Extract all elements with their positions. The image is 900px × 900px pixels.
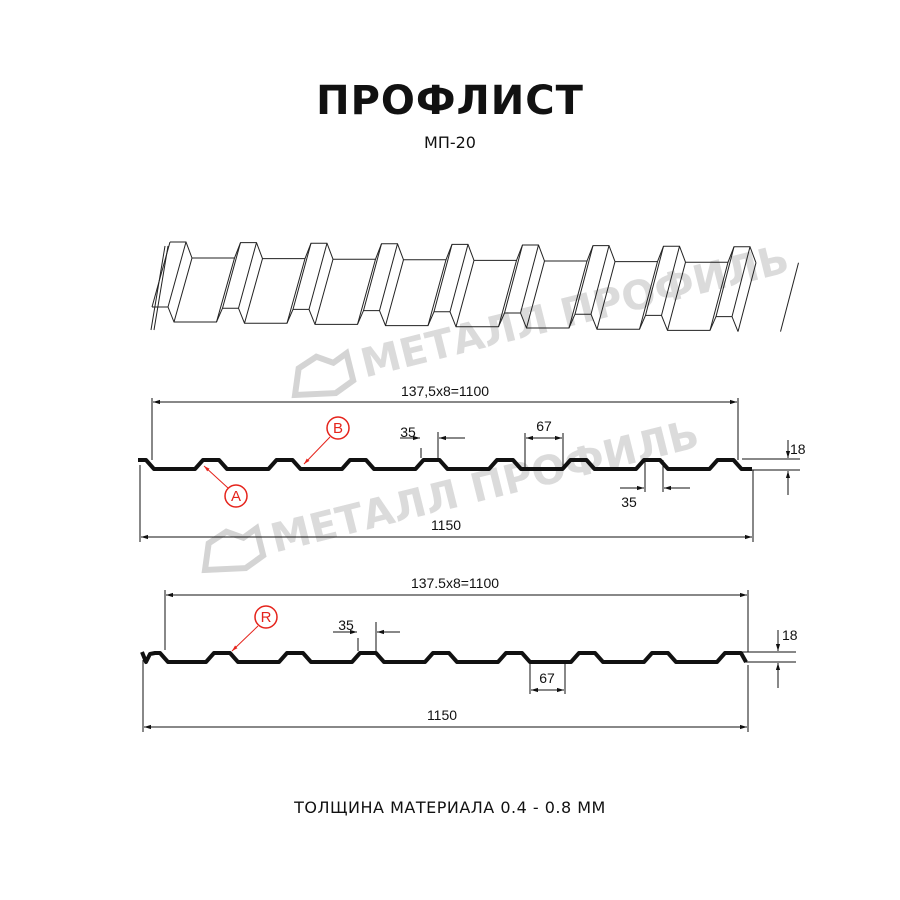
watermark-1: МЕТАЛЛ ПРОФИЛЬ [291, 236, 794, 399]
rib-edge [498, 260, 517, 327]
svg-text:R: R [261, 609, 272, 626]
sheet-bottom-edge [152, 306, 739, 332]
sheet-3d-view [150, 241, 799, 332]
rib-edge [568, 260, 588, 329]
marker-b: B [303, 416, 350, 465]
marker-r: R [231, 605, 278, 652]
rib-edge [385, 259, 404, 326]
rib-edge [639, 261, 658, 330]
sheet-side-edge [150, 245, 166, 331]
height-label: 18 [790, 441, 806, 457]
total-width-label: 1150 [427, 707, 457, 723]
profile-model: МП-20 [424, 133, 476, 152]
rib-edge [661, 246, 680, 316]
rib-edge [737, 262, 757, 332]
rib-edge [216, 257, 235, 323]
trough-label: 67 [536, 418, 552, 434]
rib-edge [286, 258, 306, 324]
rib-edge [357, 259, 376, 325]
rib-edge [526, 260, 545, 329]
rib-edge [520, 244, 539, 314]
rib-edge [504, 244, 523, 314]
svg-text:A: A [231, 488, 241, 505]
rib-edge [363, 243, 382, 311]
rib-edge [645, 246, 664, 316]
rib-edge [167, 241, 187, 308]
rib-edge [244, 258, 263, 324]
logo-icon [201, 523, 267, 574]
profile-r: 137.5x8=1100 1150 35 67 18 R [140, 575, 798, 732]
page-title: ПРОФЛИСТ [316, 78, 584, 124]
rib-edge [427, 259, 447, 326]
rib-edge [574, 245, 594, 315]
rib-edge [314, 259, 334, 325]
total-width-label: 1150 [431, 517, 461, 533]
rib-edge [709, 262, 729, 331]
rib-edge [780, 262, 799, 332]
profile-a: 137,5x8=1100 1150 35 67 35 18 B A [138, 383, 806, 542]
rib-top-label: 35 [338, 617, 354, 633]
rib-edge [173, 257, 193, 323]
sheet-top-edge [170, 241, 757, 263]
rib-top-label: 35 [400, 424, 416, 440]
rib-edge [455, 260, 475, 327]
profile-a-section [138, 458, 752, 471]
rib-edge [715, 246, 735, 317]
rib-edge [731, 246, 751, 317]
rib-edge [308, 243, 328, 310]
watermark-text: МЕТАЛЛ ПРОФИЛЬ [356, 236, 793, 387]
logo-icon [291, 348, 357, 399]
rib-edge [590, 245, 610, 315]
rib-edge [449, 244, 469, 312]
rib-bottom-label: 35 [621, 494, 637, 510]
rib-edge [238, 242, 257, 309]
height-label: 18 [782, 627, 798, 643]
rib-edge [433, 244, 453, 312]
marker-a: A [203, 465, 248, 508]
rib-edge [596, 261, 616, 330]
trough-label: 67 [539, 670, 555, 686]
rib-edge [292, 243, 312, 310]
profile-r-section [140, 651, 748, 664]
rib-edge [379, 243, 398, 311]
material-thickness-note: ТОЛЩИНА МАТЕРИАЛА 0.4 - 0.8 ММ [294, 798, 606, 817]
pitch-label: 137,5x8=1100 [401, 383, 489, 399]
sheet-side-edge [153, 245, 169, 331]
rib-edge [667, 262, 686, 331]
svg-text:B: B [333, 420, 343, 437]
rib-edge [222, 242, 241, 309]
pitch-label: 137.5x8=1100 [411, 575, 499, 591]
